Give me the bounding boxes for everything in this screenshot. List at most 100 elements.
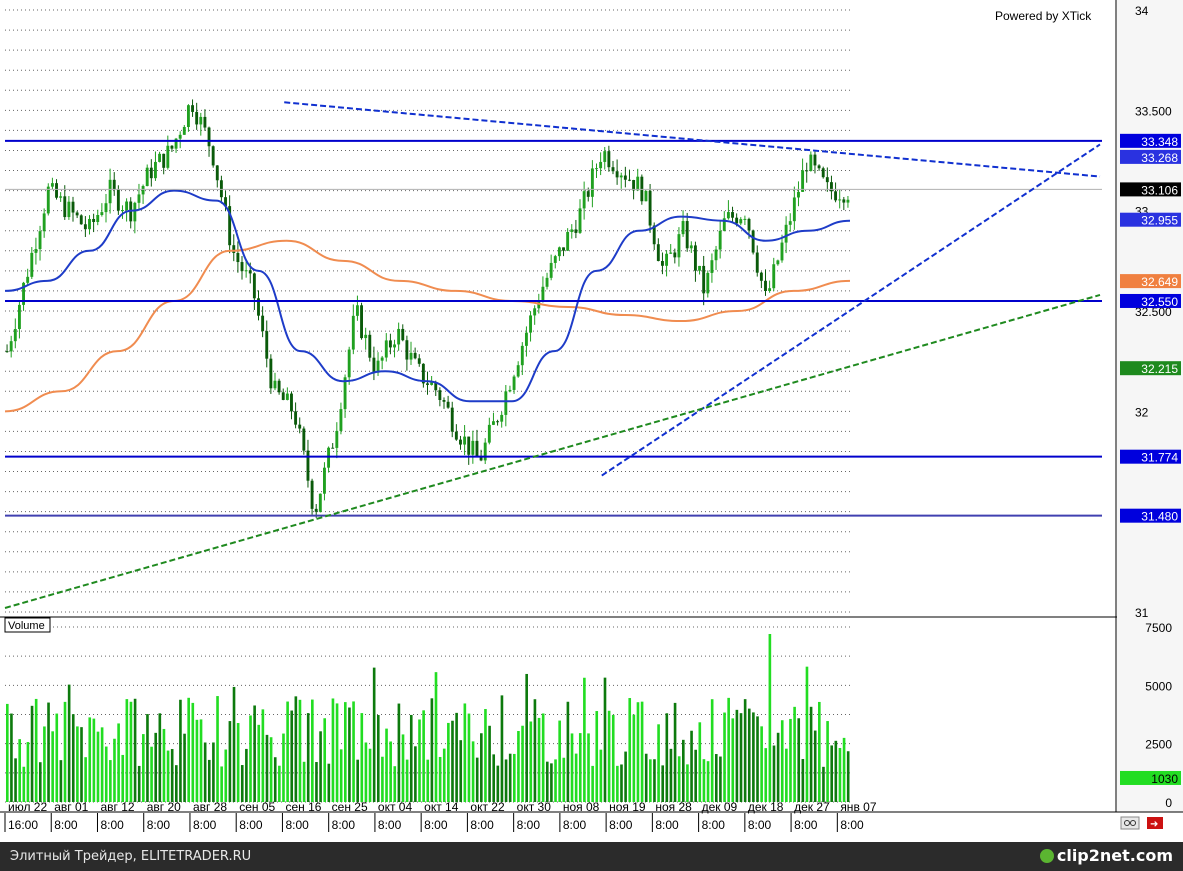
candle-body [318, 493, 322, 512]
candle-body [813, 154, 817, 166]
volume-bar [315, 762, 318, 802]
candle-body [809, 154, 813, 171]
candle-body [133, 202, 137, 222]
level-label-box [1120, 182, 1181, 197]
volume-bar [682, 739, 685, 802]
volume-tick-label: 7500 [1145, 621, 1172, 635]
time-label: 8:00 [655, 818, 679, 832]
candle-body [475, 440, 479, 458]
candle-body [409, 352, 413, 360]
volume-bar [154, 732, 158, 802]
volume-bar [657, 724, 660, 802]
time-label: 8:00 [239, 818, 263, 832]
candle-body [817, 165, 821, 169]
volume-bar [529, 721, 533, 802]
candle-body [623, 175, 627, 180]
candle-body [191, 105, 194, 112]
candle-body [636, 176, 640, 191]
candle-body [834, 191, 838, 201]
volume-bar [30, 705, 34, 802]
volume-bar [344, 702, 347, 802]
candle-body [735, 217, 739, 224]
volume-bar [298, 699, 302, 802]
volume-bar [265, 734, 269, 802]
volume-bar [694, 749, 697, 802]
volume-bar [311, 699, 314, 802]
volume-bar [306, 713, 310, 802]
time-label: 8:00 [147, 818, 171, 832]
volume-bar [162, 728, 166, 802]
price-tick-label: 32 [1135, 405, 1149, 419]
candle-body [30, 252, 34, 277]
volume-bar [583, 677, 586, 802]
candle-body [9, 341, 13, 352]
level-label-box [1120, 293, 1181, 308]
volume-bar [88, 717, 92, 802]
candle-body [689, 245, 693, 249]
candle-body [463, 436, 467, 445]
exit-icon[interactable] [1147, 817, 1163, 829]
volume-bar [261, 709, 265, 802]
volume-bar [768, 634, 772, 802]
volume-bar [71, 714, 75, 802]
volume-bar [257, 724, 261, 802]
candle-body [42, 213, 46, 232]
candle-body [178, 134, 182, 139]
volume-bar [760, 726, 763, 802]
candle-body [252, 273, 256, 299]
candle-body [34, 249, 38, 253]
candle-body [454, 431, 458, 440]
level-label: 33.268 [1141, 151, 1178, 165]
candle-body [714, 249, 718, 261]
volume-bar [212, 742, 215, 802]
candle-body [673, 252, 677, 258]
volume-bar [109, 760, 112, 802]
candle-body [368, 334, 372, 358]
volume-bar [352, 701, 355, 802]
volume-bar [319, 731, 322, 802]
volume-bar [34, 698, 38, 802]
volume-bar [166, 750, 170, 802]
candle-body [104, 203, 108, 213]
candle-body [656, 244, 660, 262]
volume-bar [220, 766, 223, 802]
candle-body [698, 265, 701, 271]
candle-body [702, 265, 706, 294]
volume-bar [818, 701, 821, 802]
volume-bar [558, 720, 561, 802]
volume-bar [224, 749, 228, 802]
volume-bar [578, 733, 582, 802]
candle-body [759, 272, 763, 281]
candle-body [768, 288, 772, 292]
volume-bar [339, 749, 343, 802]
candle-body [508, 389, 512, 392]
candle-body [145, 167, 149, 187]
volume-bar [714, 754, 718, 802]
volume-bar [203, 742, 207, 802]
candle-body [825, 177, 829, 183]
candle-body [421, 363, 425, 384]
volume-bar [719, 756, 722, 802]
candle-body [347, 349, 351, 378]
volume-bar [838, 748, 842, 802]
volume-bar [661, 765, 665, 802]
volume-bar [616, 765, 619, 802]
candle-body [471, 440, 475, 455]
candle-body [434, 382, 438, 391]
volume-bar [595, 711, 599, 802]
candle-body [174, 138, 178, 149]
candle-body [430, 382, 434, 385]
volume-bar [665, 713, 669, 802]
footer-source: Элитный Трейдер, ELITETRADER.RU [10, 849, 252, 864]
level-label: 33.106 [1141, 183, 1178, 197]
candle-body [619, 175, 623, 178]
volume-bar [100, 727, 104, 802]
candle-body [595, 168, 598, 170]
candle-body [764, 280, 767, 292]
date-label: окт 22 [470, 800, 505, 814]
date-label: ноя 08 [563, 800, 600, 814]
volume-bar [669, 748, 673, 802]
candle-body [137, 194, 141, 203]
volume-bar [282, 733, 285, 802]
candle-body [281, 392, 285, 400]
